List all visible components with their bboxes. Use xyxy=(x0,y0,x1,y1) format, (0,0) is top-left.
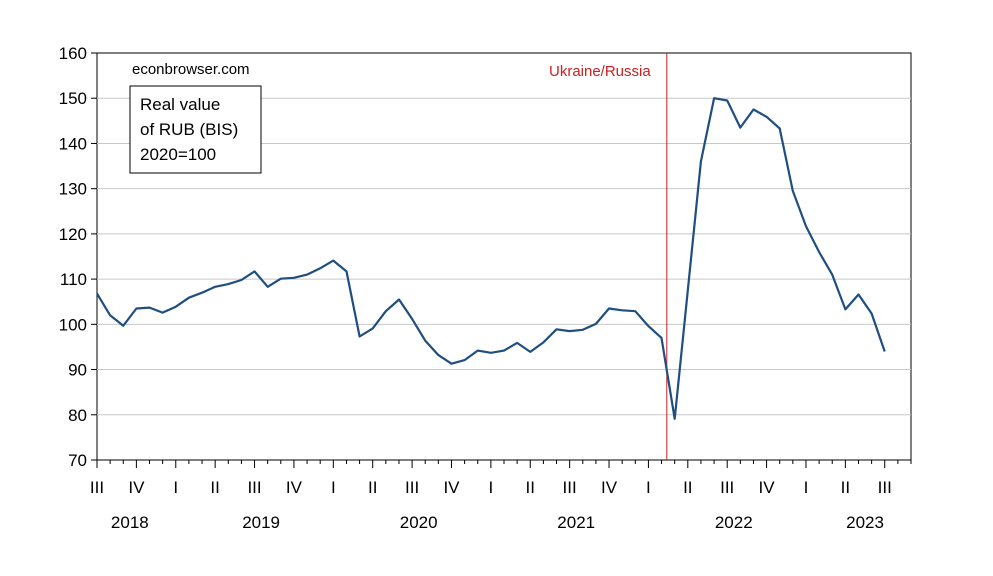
x-year-label: 2018 xyxy=(111,513,149,532)
y-tick-label: 80 xyxy=(68,406,87,425)
y-tick-labels: 70 80 90 100 110 120 130 140 150 160 xyxy=(59,44,87,470)
x-quarter-label: I xyxy=(489,478,494,497)
legend-box xyxy=(129,85,262,174)
x-quarter-label: I xyxy=(646,478,651,497)
x-quarter-label: II xyxy=(683,478,692,497)
y-tick-label: 140 xyxy=(59,134,87,153)
x-quarter-label: II xyxy=(368,478,377,497)
x-quarter-label: III xyxy=(563,478,577,497)
x-tick-marks xyxy=(96,460,912,468)
y-tick-label: 120 xyxy=(59,225,87,244)
series-line xyxy=(96,97,886,420)
legend-line-2: of RUB (BIS) xyxy=(140,120,238,139)
gridlines xyxy=(97,97,911,416)
x-quarter-label: II xyxy=(526,478,535,497)
x-year-label: 2020 xyxy=(400,513,438,532)
x-quarter-label: I xyxy=(173,478,178,497)
x-quarter-label: III xyxy=(878,478,892,497)
x-quarter-label: II xyxy=(210,478,219,497)
y-tick-label: 90 xyxy=(68,361,87,380)
legend-line-3: 2020=100 xyxy=(140,145,216,164)
legend-line-1: Real value xyxy=(140,95,220,114)
x-quarter-label: I xyxy=(331,478,336,497)
x-year-label: 2019 xyxy=(242,513,280,532)
y-tick-label: 160 xyxy=(59,44,87,63)
x-year-label: 2021 xyxy=(557,513,595,532)
y-tick-label: 150 xyxy=(59,89,87,108)
x-quarter-label: III xyxy=(405,478,419,497)
x-year-labels: 2018 2019 2020 2021 2022 2023 xyxy=(111,513,884,532)
x-quarter-label: IV xyxy=(601,478,618,497)
x-quarter-label: III xyxy=(247,478,261,497)
source-note: econbrowser.com xyxy=(132,61,250,78)
event-label: Ukraine/Russia xyxy=(549,63,651,80)
x-quarter-label: IV xyxy=(759,478,776,497)
x-quarter-label: II xyxy=(841,478,850,497)
x-year-label: 2023 xyxy=(846,513,884,532)
x-quarter-label: I xyxy=(804,478,809,497)
y-tick-label: 70 xyxy=(68,451,87,470)
y-tick-label: 100 xyxy=(59,315,87,334)
x-quarter-label: III xyxy=(720,478,734,497)
x-quarter-label: III xyxy=(90,478,104,497)
x-year-label: 2022 xyxy=(715,513,753,532)
x-quarter-label: IV xyxy=(128,478,145,497)
y-tick-label: 110 xyxy=(60,270,87,289)
x-quarter-labels: III IV I II III IV I II III IV I II III IV I II III IV I II… xyxy=(90,478,892,497)
x-quarter-label: IV xyxy=(286,478,303,497)
x-quarter-label: IV xyxy=(443,478,460,497)
y-tick-label: 130 xyxy=(59,180,87,199)
y-tick-marks xyxy=(91,52,97,461)
